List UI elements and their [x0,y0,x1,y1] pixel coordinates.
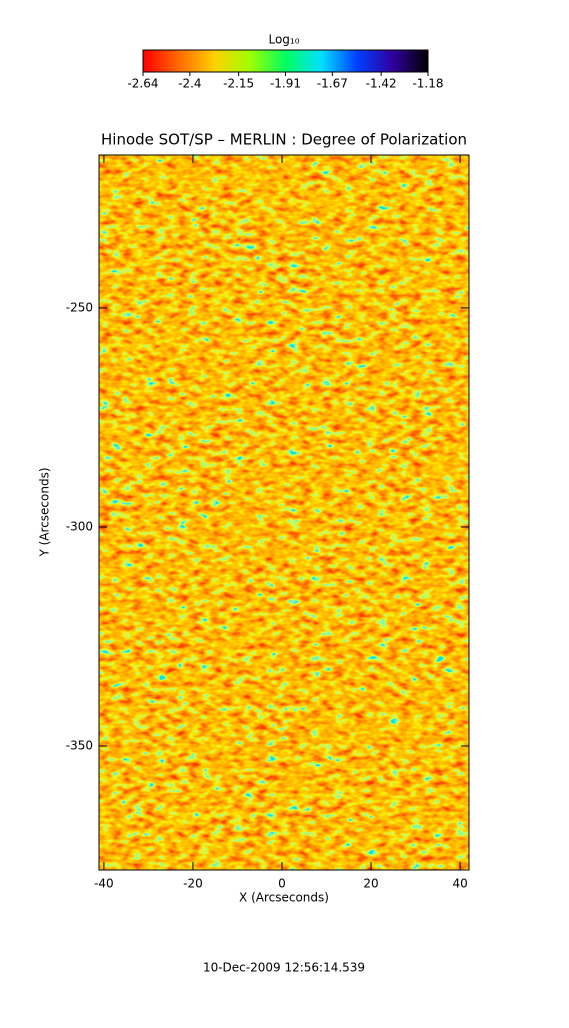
colorbar-tick-label: -1.91 [270,77,301,91]
colorbar-tick-label: -2.64 [127,77,158,91]
y-tick-label: -350 [66,739,93,753]
y-tick-label: -250 [66,300,93,314]
colorbar-tick-label: -1.18 [412,77,443,91]
chart-title: Hinode SOT/SP – MERLIN : Degree of Polar… [101,131,467,149]
x-tick-label: -20 [183,877,203,891]
x-tick-label: 20 [363,877,378,891]
colorbar-tick-label: -2.15 [223,77,254,91]
colorbar-tick-label: -2.4 [178,77,201,91]
footer-timestamp: 10-Dec-2009 12:56:14.539 [203,961,365,975]
y-tick-label: -300 [66,519,93,533]
colorbar [142,49,429,73]
heatmap-image [99,155,469,870]
x-tick-label: 40 [452,877,467,891]
x-axis-label: X (Arcseconds) [239,891,329,905]
colorbar-label: Log₁₀ [268,33,299,47]
plot-frame [98,154,470,871]
colorbar-tick-label: -1.67 [317,77,348,91]
x-tick-label: -40 [94,877,114,891]
x-tick-label: 0 [278,877,286,891]
y-axis-label: Y (Arcseconds) [38,467,52,557]
colorbar-tick-label: -1.42 [366,77,397,91]
